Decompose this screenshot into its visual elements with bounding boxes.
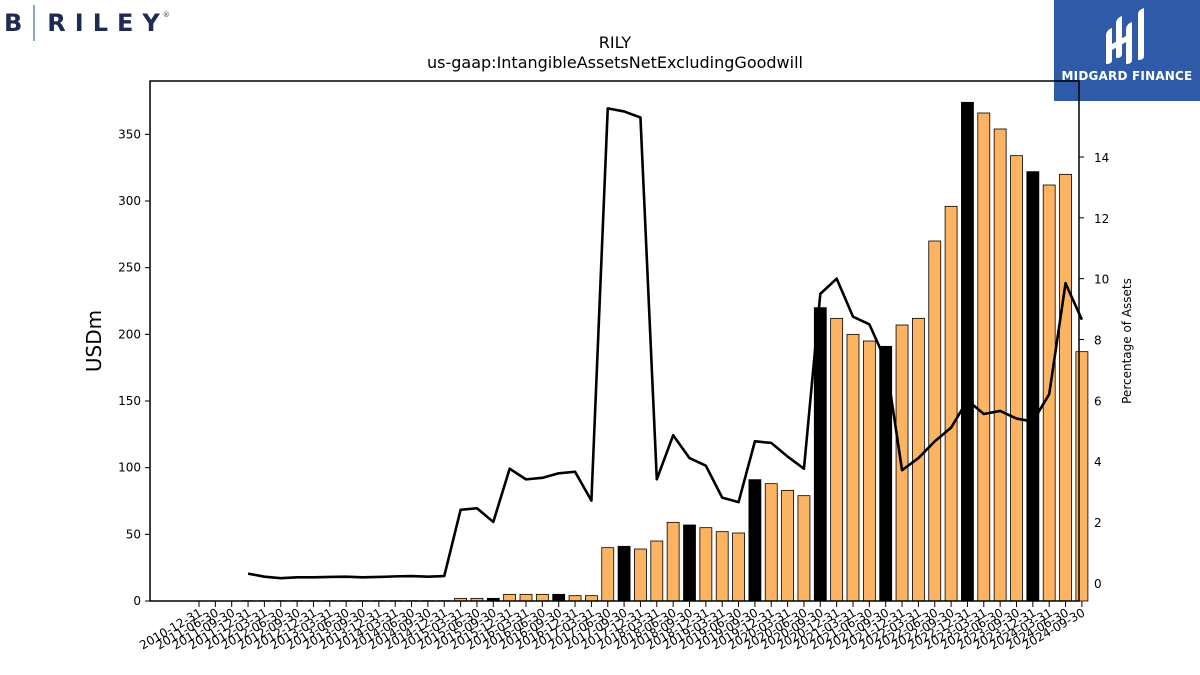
y2-tick-label: 8 — [1094, 333, 1102, 347]
bar — [928, 240, 942, 602]
y2-tick-label: 4 — [1094, 455, 1102, 469]
bar — [748, 479, 762, 602]
bar — [961, 101, 974, 602]
bar — [699, 527, 713, 602]
bar — [830, 317, 844, 602]
bar — [601, 547, 615, 602]
bar — [732, 532, 745, 602]
bar — [1075, 351, 1089, 602]
y2-tick-label: 10 — [1094, 273, 1109, 287]
bar — [552, 593, 566, 602]
bar — [764, 483, 778, 602]
riley-logo-divider — [33, 5, 36, 41]
riley-logo-trademark: ® — [162, 11, 170, 19]
y2-axis-label: Percentage of Assets — [1120, 278, 1134, 404]
y-tick-label: 300 — [118, 194, 141, 208]
bar — [862, 340, 876, 602]
chart-subtitle: us-gaap:IntangibleAssetsNetExcludingGood… — [427, 53, 803, 72]
bar — [1059, 173, 1072, 602]
bar — [944, 205, 958, 602]
bar — [535, 593, 549, 602]
y-tick-label: 50 — [126, 527, 141, 541]
bar — [1026, 171, 1040, 602]
plot-frame — [149, 80, 1080, 602]
bar — [993, 128, 1007, 602]
y-tick-label: 150 — [118, 394, 141, 408]
midgard-emblem-icon — [1106, 8, 1144, 64]
bar — [519, 593, 533, 602]
bar — [797, 495, 811, 602]
bar — [568, 595, 582, 602]
bar — [634, 548, 647, 602]
y-tick-label: 200 — [118, 327, 141, 341]
y2-tick-label: 2 — [1094, 516, 1102, 530]
y2-tick-label: 0 — [1094, 577, 1102, 591]
bar — [1010, 155, 1023, 602]
bar — [977, 112, 991, 602]
bar — [683, 524, 696, 602]
bar — [666, 521, 680, 602]
percentage-of-assets-line — [247, 107, 1084, 580]
y-axis-label: USDm — [82, 310, 106, 372]
chart-title: RILY — [599, 33, 632, 52]
riley-logo-initial: B — [4, 9, 24, 37]
bar — [503, 593, 517, 602]
y-tick-label: 100 — [118, 461, 141, 475]
y-tick-label: 0 — [133, 594, 141, 608]
y2-tick-label: 14 — [1094, 151, 1109, 165]
bar — [617, 545, 631, 602]
midgard-logo-text: MIDGARD FINANCE — [1061, 69, 1193, 83]
y2-tick-label: 6 — [1094, 394, 1102, 408]
riley-logo-word: RILEY — [47, 9, 169, 37]
plot-area: 050100150200250300350024681012142010-12-… — [118, 101, 1109, 652]
bar — [650, 540, 664, 602]
b-riley-logo: B RILEY ® — [4, 4, 170, 42]
y-tick-label: 350 — [118, 127, 141, 141]
y-tick-label: 250 — [118, 261, 141, 275]
bar — [846, 333, 860, 602]
bar — [585, 595, 598, 602]
bar — [715, 531, 729, 602]
bar — [781, 489, 794, 602]
y2-tick-label: 12 — [1094, 212, 1109, 226]
